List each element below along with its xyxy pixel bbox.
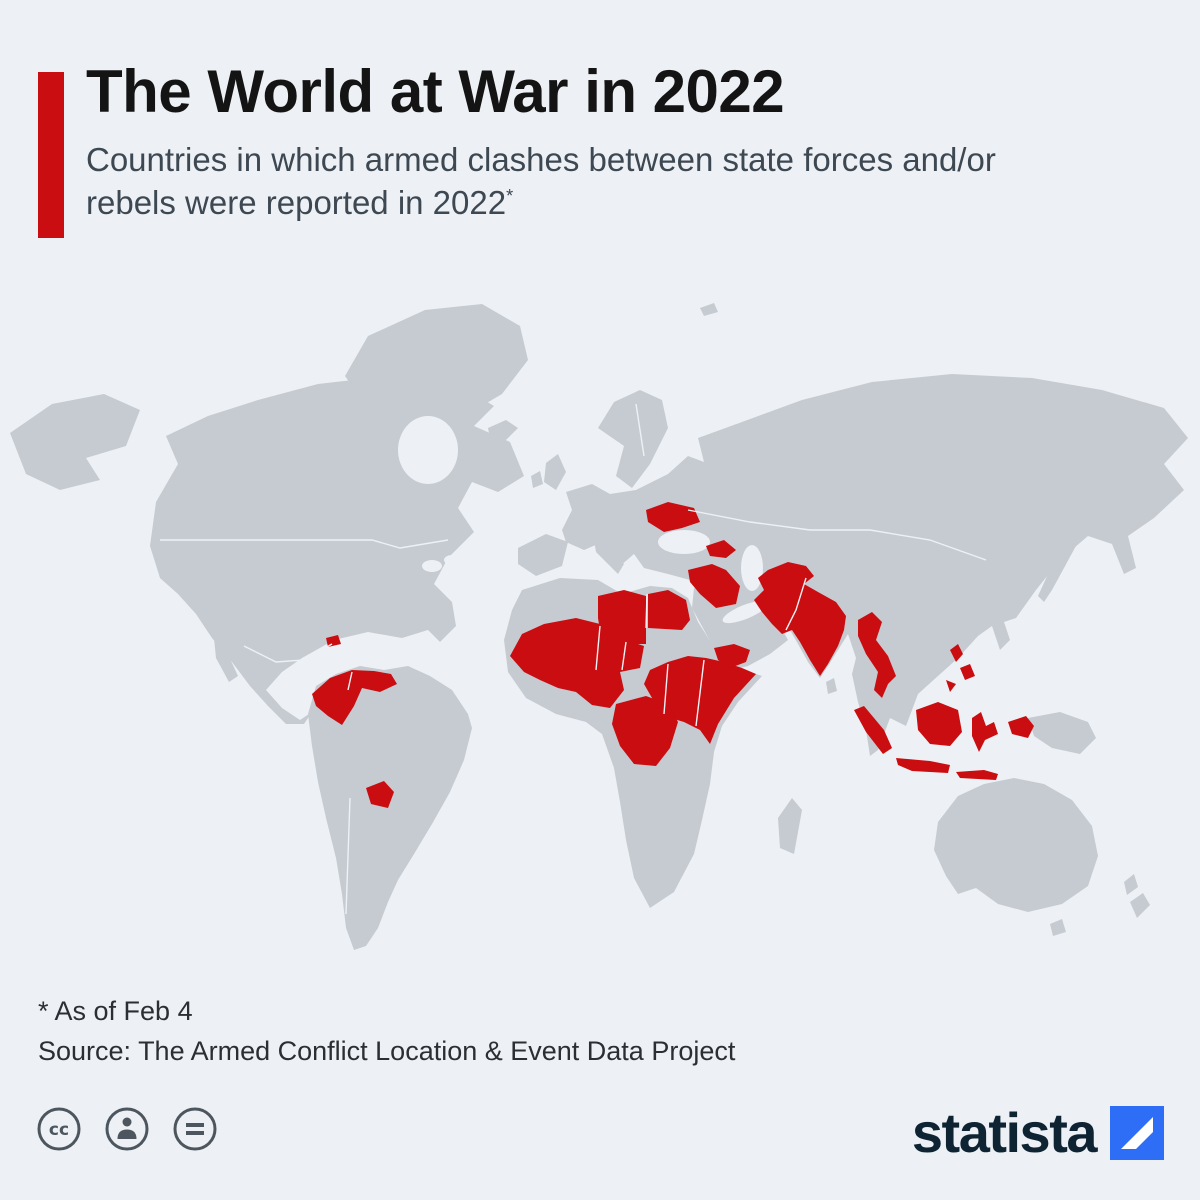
statista-wordmark: statista — [911, 1101, 1098, 1164]
country-borders — [160, 403, 987, 915]
highlight-egypt — [648, 590, 690, 630]
great-lake-east — [444, 555, 460, 565]
highlight-afghanistan-pakistan-india — [754, 562, 846, 676]
statista-logo-mark — [1110, 1105, 1164, 1160]
highlight-philippines-mindanao — [946, 680, 956, 692]
highlight-yemen — [714, 644, 750, 668]
highlight-ukraine — [646, 502, 700, 532]
highlight-borneo — [916, 702, 962, 746]
landmass-new-guinea — [1028, 712, 1096, 754]
landmass-greenland — [345, 304, 528, 414]
landmass-alaska — [10, 394, 140, 490]
highlight-caucasus — [706, 540, 736, 558]
border-us-canada — [160, 539, 449, 549]
landmass-cuba — [290, 628, 326, 643]
highlight-libya — [598, 590, 646, 644]
highlight-lesser-sunda — [956, 770, 998, 780]
landmass-iceland — [488, 420, 518, 440]
highlight-dr-congo — [612, 696, 678, 766]
title-accent-bar — [38, 72, 64, 238]
source-line: Source: The Armed Conflict Location & Ev… — [38, 1036, 736, 1066]
highlight-sumatra — [854, 706, 892, 754]
footnote-marker: * — [506, 186, 514, 207]
page-title: The World at War in 2022 — [86, 58, 785, 125]
highlight-paraguay — [366, 781, 394, 808]
border-colombia-venezuela — [347, 671, 353, 691]
border-mali-niger — [595, 625, 601, 671]
border-argentina-chile — [345, 797, 351, 915]
persian-gulf — [722, 600, 768, 624]
landmass-tasmania — [1050, 919, 1066, 936]
landmass-eurasia — [562, 374, 1188, 756]
hudson-bay — [398, 416, 458, 484]
landmass-ireland — [531, 471, 543, 488]
landmass-new-zealand-south — [1130, 893, 1150, 918]
border-pakistan-india — [785, 577, 807, 631]
equals-icon[interactable] — [172, 1106, 218, 1157]
caspian-sea — [741, 545, 763, 591]
highlight-sahel-west-africa — [510, 618, 644, 708]
landmass-taiwan — [966, 626, 976, 639]
conflict-highlights — [312, 502, 1034, 808]
svg-text:cc: cc — [49, 1120, 69, 1140]
highlight-myanmar-thailand — [858, 612, 896, 698]
landmass-italy — [594, 536, 624, 574]
landmass-japan — [1038, 538, 1077, 602]
creative-commons-icon[interactable]: cc — [36, 1106, 82, 1157]
world-map-svg — [10, 303, 1188, 950]
border-us-mexico — [243, 643, 333, 663]
landmass-south-america — [308, 666, 472, 950]
highlight-horn-of-africa — [644, 656, 756, 744]
world-map — [0, 278, 1200, 968]
highlight-java — [896, 758, 950, 773]
attribution-person-icon[interactable] — [104, 1106, 150, 1157]
black-sea — [658, 530, 710, 554]
border-ethiopia-somalia — [695, 659, 705, 727]
header: The World at War in 2022 Countries in wh… — [86, 58, 1166, 225]
footnote: * As of Feb 4 — [38, 996, 193, 1026]
landmass-iberia — [518, 534, 568, 576]
landmass-britain — [544, 454, 566, 490]
highlight-sulawesi — [972, 712, 998, 752]
highlight-haiti — [326, 635, 341, 647]
border-libya-egypt — [645, 593, 648, 629]
landmass-madagascar — [778, 798, 802, 854]
highlight-colombia-venezuela — [312, 670, 397, 725]
landmass-new-zealand-north — [1124, 874, 1138, 895]
great-lake-west — [422, 560, 442, 572]
border-sudan-ethiopia — [663, 663, 669, 715]
highlight-philippines-luzon — [950, 644, 963, 662]
border-russia-central-asia — [687, 509, 987, 561]
highlight-philippines-visayas — [960, 664, 975, 680]
landmass-sri-lanka — [826, 678, 837, 694]
highlight-syria-iraq — [688, 564, 740, 608]
subtitle-text: Countries in which armed clashes between… — [86, 141, 996, 222]
license-icons: cc — [36, 1106, 218, 1157]
landmass-scandinavia — [598, 390, 668, 488]
landmass-svalbard — [700, 303, 718, 316]
water-bodies — [398, 416, 768, 624]
border-norway-sweden — [635, 403, 645, 457]
landmass-baja — [214, 638, 238, 682]
statista-brand[interactable]: statista — [912, 1100, 1164, 1165]
highlight-west-papua — [1008, 716, 1034, 738]
border-niger-nigeria — [621, 641, 627, 671]
landmass-australia — [934, 778, 1098, 912]
landmass-north-america — [150, 376, 524, 724]
subtitle: Countries in which armed clashes between… — [86, 139, 1066, 225]
